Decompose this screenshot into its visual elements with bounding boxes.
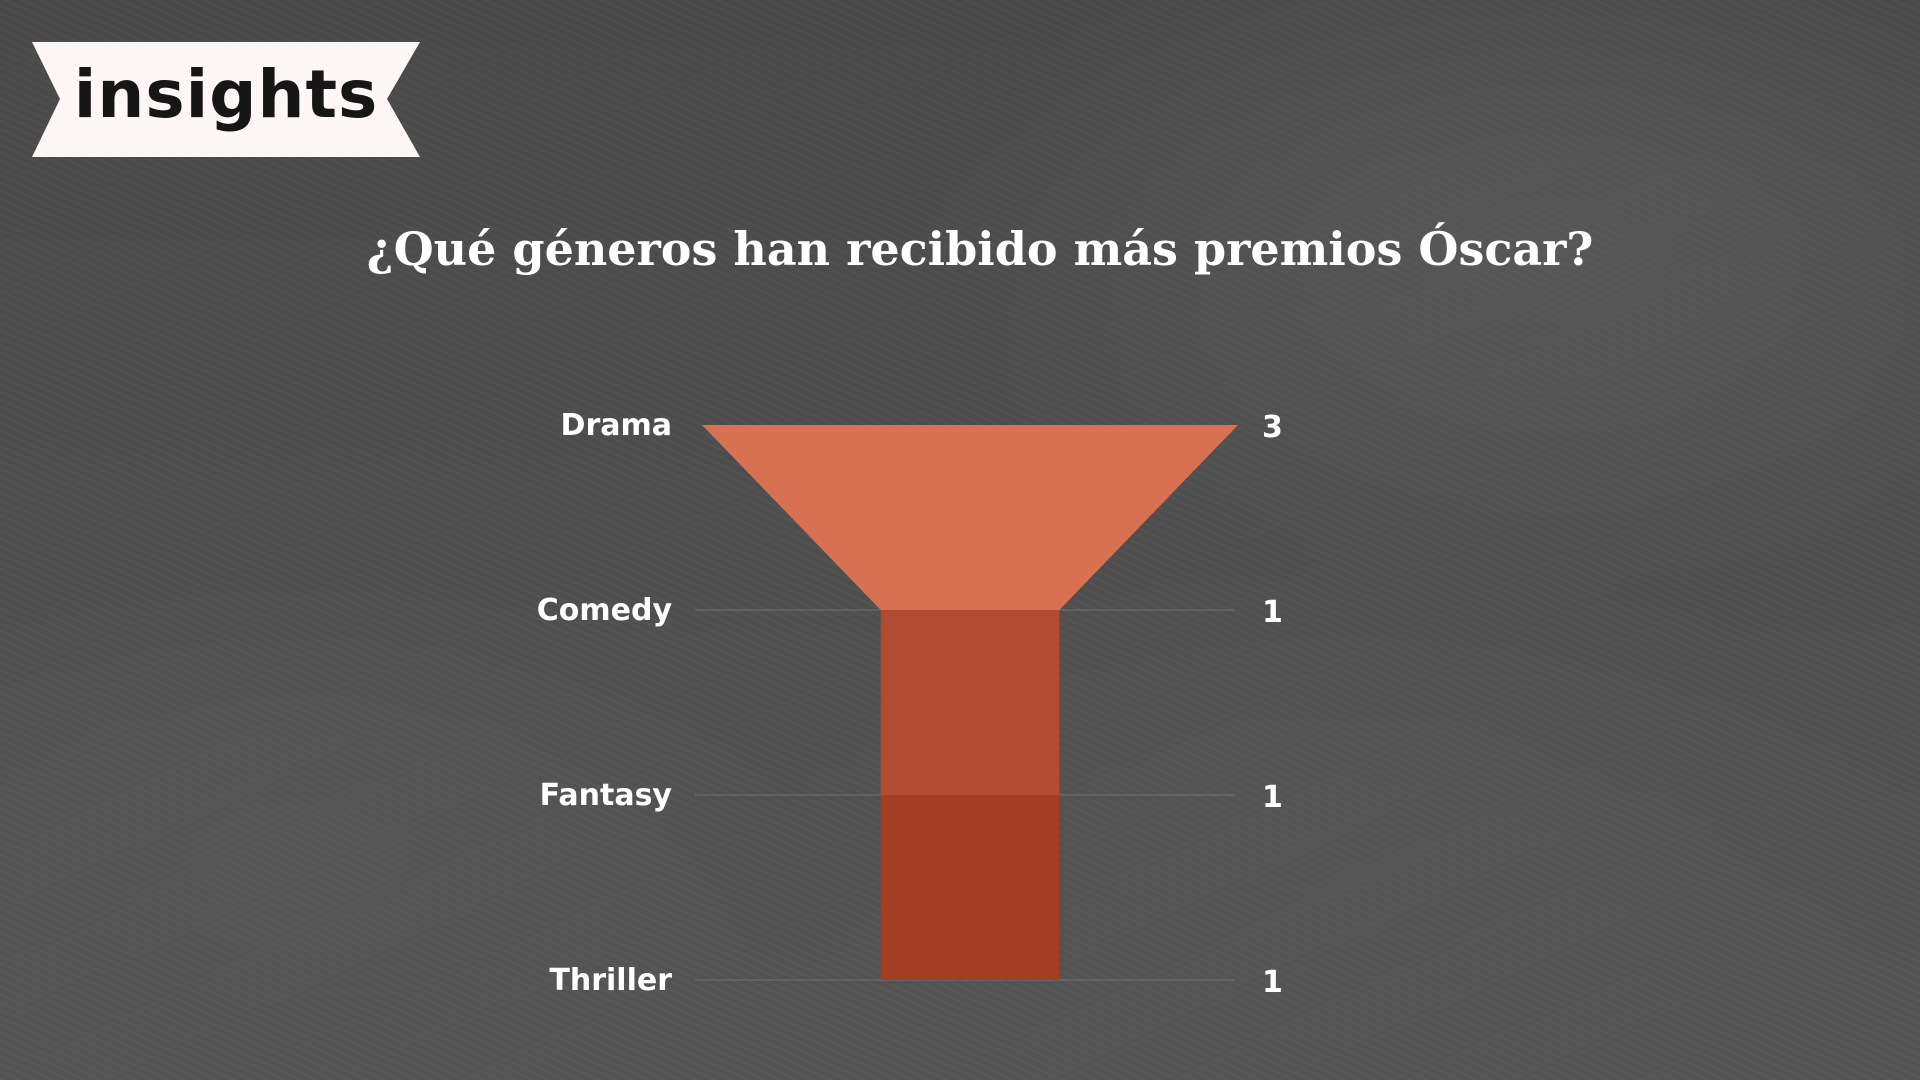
category-label-thriller: Thriller [549, 963, 672, 998]
value-label-thriller: 1 [1262, 965, 1283, 1000]
funnel-segment-fantasy [880, 795, 1060, 980]
category-label-drama: Drama [561, 408, 672, 443]
ribbon-banner-shape [32, 42, 420, 157]
funnel-segment-drama [702, 425, 1238, 610]
insights-logo: insights [32, 42, 420, 157]
funnel-segment-comedy [880, 610, 1060, 795]
category-label-comedy: Comedy [537, 593, 673, 628]
value-label-comedy: 1 [1262, 595, 1283, 630]
value-label-fantasy: 1 [1262, 780, 1283, 815]
category-label-fantasy: Fantasy [540, 778, 673, 813]
logo-text: insights [73, 56, 379, 133]
chart-title: ¿Qué géneros han recibido más premios Ós… [366, 222, 1594, 276]
value-label-drama: 3 [1262, 410, 1283, 445]
